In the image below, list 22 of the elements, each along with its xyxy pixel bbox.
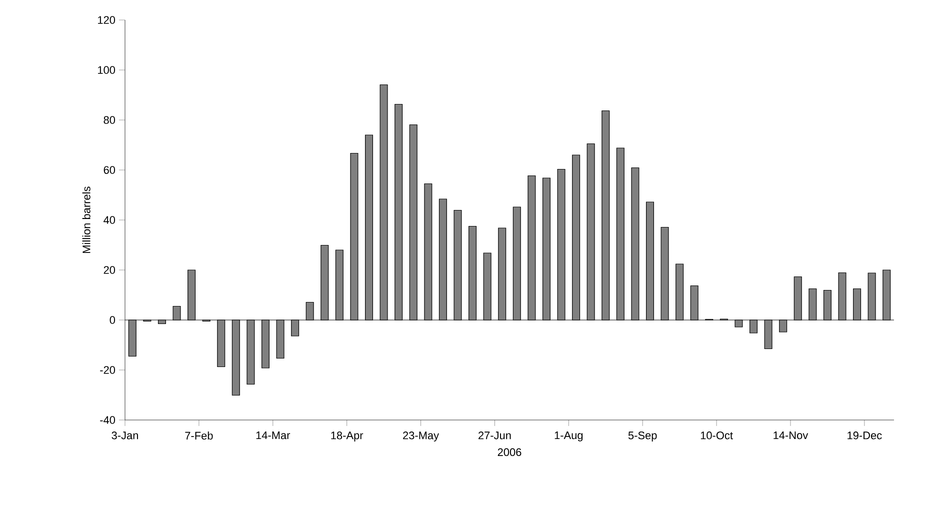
x-tick-label: 19-Dec [848,432,882,440]
y-tick-label: 20 [104,266,116,274]
x-tick-label: 23-May [403,432,440,442]
x-tick-label: 14-Mar [256,432,290,440]
x-tick-label: 7-Feb [185,432,213,440]
x-tick-label: 5-Sep [628,432,657,442]
y-axis-title: Million barrels [82,186,90,253]
x-tick-label: 27-Jun [478,432,511,440]
y-tick-label: 60 [104,166,116,174]
y-tick-label: -20 [100,366,116,374]
x-tick-label: 10-Oct [700,432,733,440]
y-tick-label: 80 [104,116,116,124]
x-axis-title: 2006 [498,448,522,456]
y-tick-label: 100 [98,66,116,74]
y-tick-label: -40 [100,416,116,424]
x-tick-label: 18-Apr [331,432,364,442]
x-tick-label: 1-Aug [554,432,583,442]
x-tick-label: 14-Nov [774,432,808,440]
y-tick-label: 120 [98,16,116,24]
y-tick-label: 40 [104,216,116,224]
x-tick-label: 3-Jan [112,432,138,440]
y-tick-label: 0 [110,316,116,324]
